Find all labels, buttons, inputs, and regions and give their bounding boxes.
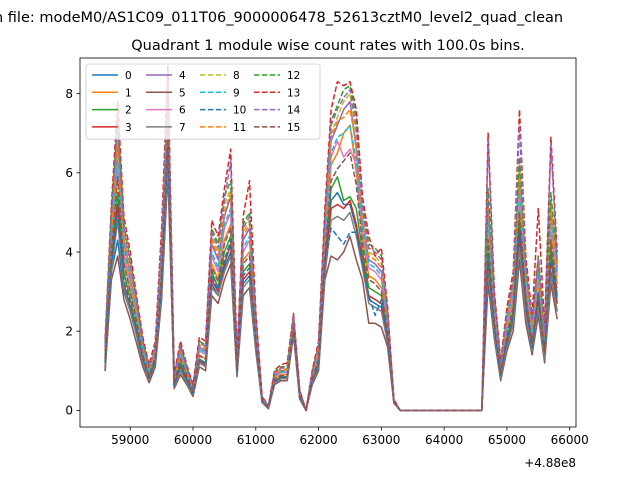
x-tick-label-1: 60000 [174,433,212,447]
legend-label-2: 2 [125,105,132,117]
legend-label-12: 12 [287,70,300,82]
legend-label-6: 6 [179,105,186,117]
legend-label-13: 13 [287,87,300,99]
axes-layer: 59000 60000 61000 62000 63000 64000 65000 66000… [65,57,589,470]
x-tick-label-3: 62000 [299,433,337,447]
figure-suptitle: n file: modeM0/AS1C09_011T06_9000006478_… [0,10,563,26]
x-offset-label: +4.88e8 [524,456,576,470]
legend-label-5: 5 [179,87,186,99]
legend-label-0: 0 [125,70,132,82]
legend-label-15: 15 [287,122,300,134]
series-line-15 [104,128,558,412]
legend-label-10: 10 [233,105,246,117]
x-tick-label-5: 64000 [425,433,463,447]
legend-label-14: 14 [287,105,301,117]
y-tick-label-0: 0 [65,404,73,418]
x-tick-label-4: 63000 [362,433,400,447]
x-tick-label-6: 65000 [488,433,526,447]
x-tick-label-0: 59000 [111,433,149,447]
series-line-14 [104,81,558,412]
legend-label-11: 11 [233,122,246,134]
y-tick-label-1: 2 [65,324,73,338]
x-tick-label-2: 61000 [237,433,275,447]
legend-label-9: 9 [233,87,240,99]
x-tick-label-7: 66000 [551,433,589,447]
series-layer [104,65,558,412]
legend-label-3: 3 [125,122,132,134]
y-tick-label-4: 8 [65,87,73,101]
legend-label-1: 1 [125,87,132,99]
legend-label-4: 4 [179,70,186,82]
chart-title: Quadrant 1 module wise count rates with … [131,38,525,54]
axes-frame [79,57,577,428]
legend-label-8: 8 [233,70,240,82]
legend-label-7: 7 [179,122,186,134]
y-tick-label-2: 4 [65,245,73,259]
legend-box [85,63,321,140]
y-tick-label-3: 6 [65,166,73,180]
